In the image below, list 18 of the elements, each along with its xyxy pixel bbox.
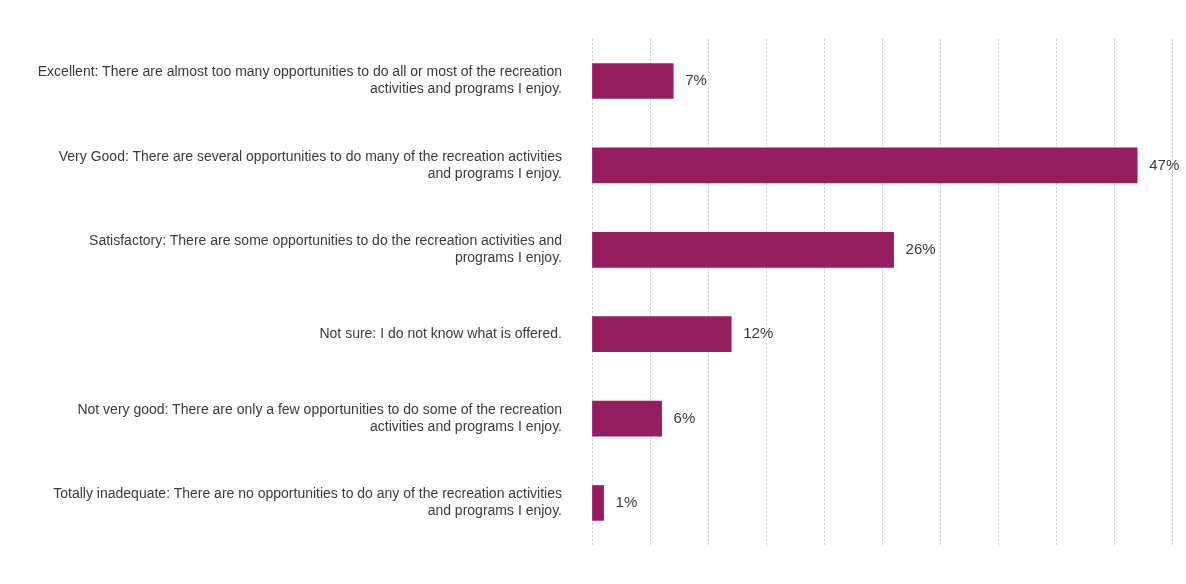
bar bbox=[592, 316, 732, 353]
bar bbox=[592, 63, 674, 99]
data-label: 47% bbox=[1149, 155, 1180, 173]
bar bbox=[592, 147, 1138, 184]
y-tick-label: Satisfactory: There are some opportunities to do the recreation activities and programs I enjoy. bbox=[89, 232, 562, 266]
y-tick-label: Very Good: There are several opportunities to do many of the recreation activities and programs I enjoy. bbox=[58, 147, 562, 181]
data-label: 12% bbox=[743, 324, 774, 342]
data-label: 6% bbox=[673, 408, 696, 426]
data-label: 26% bbox=[905, 239, 936, 257]
y-tick-label: Not sure: I do not know what is offered. bbox=[319, 325, 562, 342]
bar bbox=[592, 400, 662, 437]
y-tick-label: Excellent: There are almost too many opportunities to do all or most of the recreation activities and programs I enjoy. bbox=[37, 63, 562, 97]
y-tick-label: Not very good: There are only a few opportunities to do some of the recreation activities and programs I enjoy. bbox=[77, 401, 562, 434]
y-tick-label: Totally inadequate: There are no opportunities to do any of the recreation activities and programs I enjoy. bbox=[53, 485, 562, 519]
bar bbox=[592, 485, 604, 521]
data-label: 7% bbox=[685, 71, 707, 89]
data-label: 1% bbox=[615, 493, 638, 511]
bar bbox=[592, 231, 894, 268]
